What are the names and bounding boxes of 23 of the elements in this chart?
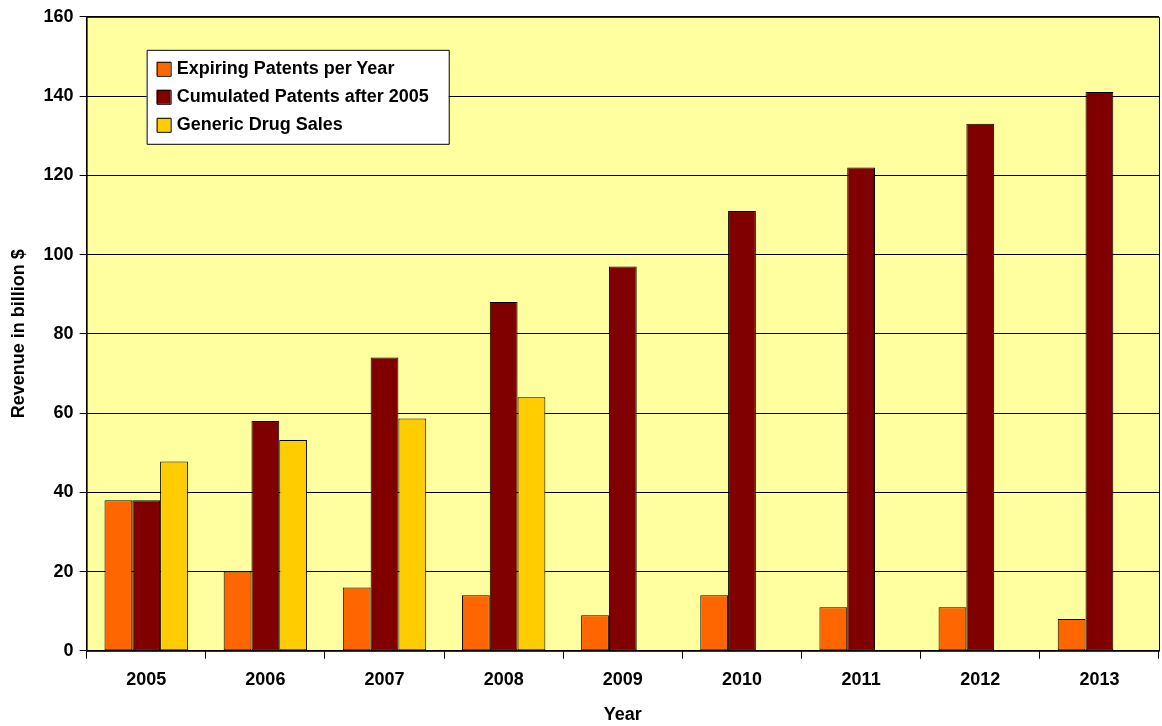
x-tick-label: 2011 [841,668,881,689]
x-tick-label: 2005 [126,668,167,689]
y-tick-label: 0 [63,639,74,660]
y-tick-label: 160 [43,5,74,26]
x-tick-label: 2013 [1079,668,1120,689]
x-tick-label: 2006 [245,668,286,689]
y-tick-label: 100 [43,243,74,264]
y-axis-title: Revenue in billion $ [7,249,28,419]
legend-label: Cumulated Patents after 2005 [176,85,429,106]
y-tick-label: 20 [53,560,74,581]
x-tick-label: 2008 [483,668,524,689]
y-tick-label: 120 [43,164,74,185]
y-tick-label: 140 [43,85,74,106]
legend-label: Expiring Patents per Year [176,57,395,78]
legend-label: Generic Drug Sales [176,113,343,134]
x-tick-label: 2009 [602,668,643,689]
y-tick-label: 80 [53,322,74,343]
x-tick-label: 2007 [364,668,405,689]
x-tick-label: 2010 [721,668,762,689]
y-tick-label: 40 [53,481,74,502]
x-axis-title: Year [603,704,642,725]
y-tick-label: 60 [53,402,74,423]
x-tick-label: 2012 [960,668,1001,689]
